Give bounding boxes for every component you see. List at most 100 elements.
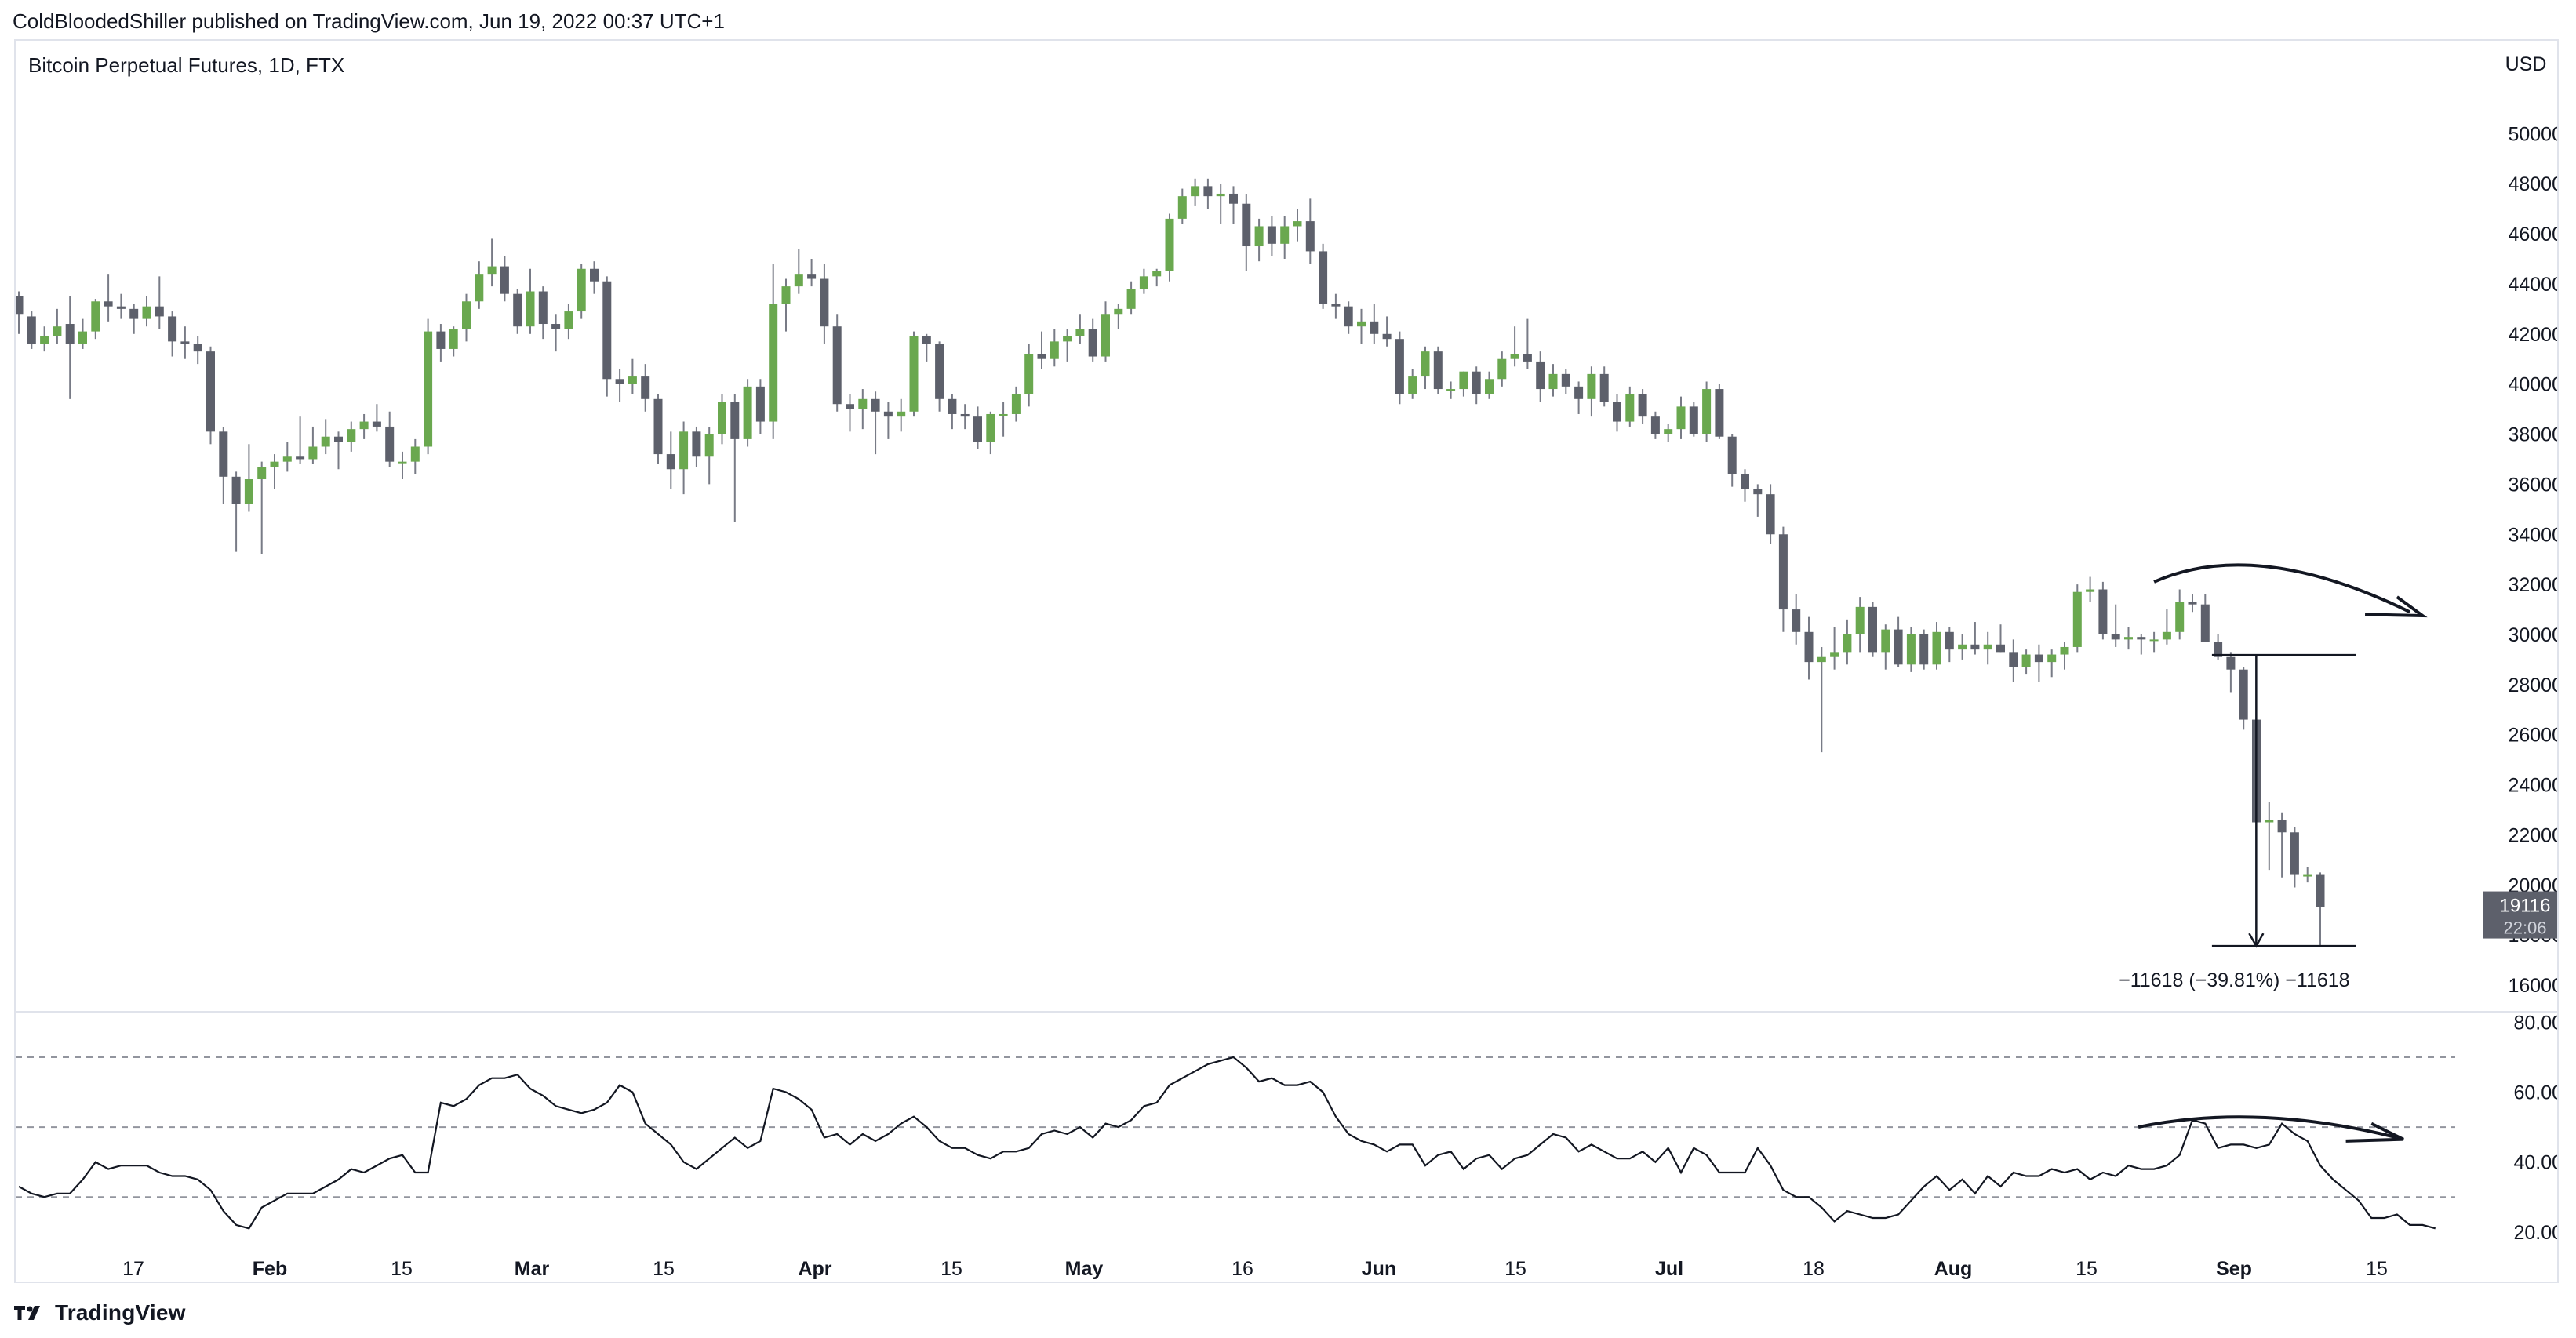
candle-bullish — [1357, 321, 1366, 327]
candle-bullish — [1830, 652, 1839, 657]
candle-bullish — [858, 398, 868, 409]
candle-bullish — [1177, 196, 1187, 219]
oscillator-line — [18, 1056, 2436, 1230]
candle-bearish — [500, 266, 509, 294]
candle-bullish — [1958, 644, 1967, 650]
candle-bullish — [2021, 654, 2031, 667]
candle-bearish — [1433, 351, 1443, 390]
candle-bullish — [718, 402, 726, 434]
candle-bearish — [1229, 193, 1238, 204]
candle-bullish — [1817, 656, 1826, 663]
currency-label: USD — [2505, 53, 2547, 75]
candle-bearish — [104, 301, 113, 307]
candle-bearish — [1715, 389, 1724, 437]
candle-bearish — [755, 386, 765, 422]
candle-bearish — [219, 431, 228, 477]
candle-bullish — [2060, 646, 2069, 655]
price-tick-label: 32000 — [2508, 574, 2557, 596]
time-tick-label: 15 — [653, 1258, 675, 1280]
candle-bearish — [2239, 669, 2248, 720]
price-tick-label: 28000 — [2508, 674, 2557, 696]
oscillator-tick-label: 20.00 — [2513, 1222, 2557, 1244]
candle-bullish — [91, 301, 100, 332]
price-pane: Bitcoin Perpetual Futures, 1D, FTX USD 500… — [14, 53, 2567, 997]
candle-bearish — [551, 324, 561, 329]
time-tick-label: 15 — [1504, 1258, 1526, 1280]
candle-bullish — [1459, 371, 1468, 390]
price-tick-label: 22000 — [2508, 824, 2557, 846]
candle-bullish — [704, 434, 714, 457]
candle-bullish — [487, 266, 497, 275]
candle-bearish — [1203, 186, 1213, 197]
candle-bullish — [1702, 389, 1712, 434]
candle-bearish — [1945, 631, 1954, 650]
candle-bullish — [1114, 308, 1123, 315]
candle-bearish — [1804, 631, 1814, 663]
candle-bearish — [871, 398, 880, 412]
candle-bearish — [1088, 329, 1097, 357]
price-tick-label: 36000 — [2508, 474, 2557, 496]
candle-bearish — [1599, 373, 1609, 402]
candle-bullish — [1625, 394, 1635, 422]
candle-bullish — [986, 413, 995, 442]
candle-bearish — [692, 431, 701, 457]
candle-bullish — [897, 411, 906, 417]
candle-bullish — [1139, 276, 1148, 289]
candle-bearish — [1523, 354, 1532, 362]
publish-info: ColdBloodedShiller published on TradingV… — [13, 9, 725, 33]
chart-frame[interactable]: Bitcoin Perpetual Futures, 1D, FTX USD 500… — [14, 39, 2567, 1283]
candle-bullish — [398, 461, 407, 464]
price-tick-label: 26000 — [2508, 725, 2557, 747]
candle-bullish — [1485, 379, 1494, 394]
candle-bearish — [1919, 634, 1929, 665]
candle-bearish — [602, 281, 612, 380]
time-tick-label: Feb — [253, 1258, 287, 1280]
candle-bearish — [960, 413, 970, 417]
candle-bullish — [526, 291, 535, 327]
price-tick-label: 30000 — [2508, 624, 2557, 646]
candle-bearish — [1766, 494, 1775, 535]
candle-bullish — [1548, 373, 1558, 390]
candle-bullish — [1191, 186, 1200, 197]
time-tick-label: 15 — [2366, 1258, 2388, 1280]
candle-bullish — [2124, 637, 2133, 640]
price-tick-label: 16000 — [2508, 975, 2557, 997]
candle-bullish — [2086, 589, 2095, 592]
candle-bullish — [78, 331, 87, 344]
candle-bearish — [846, 404, 854, 409]
curved-arrow-drawing — [2153, 563, 2410, 614]
candle-bearish — [1382, 333, 1392, 340]
candle-bullish — [475, 274, 484, 302]
time-tick-label: May — [1065, 1258, 1104, 1280]
candle-bearish — [2214, 642, 2223, 657]
measure-label: −11618 (−39.81%) −11618 — [2119, 969, 2349, 991]
time-tick-label: 15 — [2076, 1258, 2098, 1280]
candle-bearish — [231, 476, 241, 504]
candle-bullish — [308, 446, 318, 460]
oscillator-tick-label: 40.00 — [2513, 1152, 2557, 1174]
candle-bullish — [321, 436, 330, 447]
curved-arrow-head — [2365, 595, 2428, 618]
candle-bearish — [1370, 321, 1379, 334]
candle-bearish — [935, 344, 944, 399]
price-tick-label: 34000 — [2508, 524, 2557, 546]
price-tick-label: 24000 — [2508, 775, 2557, 797]
time-tick-label: 16 — [1232, 1258, 1253, 1280]
candle-bearish — [922, 336, 931, 344]
price-tick-label: 46000 — [2508, 224, 2557, 245]
candle-bullish — [1024, 354, 1034, 394]
candle-bearish — [2226, 656, 2236, 670]
candle-bullish — [359, 421, 369, 430]
candle-bullish — [1254, 226, 1264, 247]
candle-bullish — [1881, 629, 1890, 653]
candle-bearish — [168, 316, 177, 342]
candle-bearish — [193, 344, 202, 352]
chart-canvas[interactable]: Bitcoin Perpetual Futures, 1D, FTX USD 500… — [14, 41, 2567, 1282]
time-tick-label: 15 — [941, 1258, 962, 1280]
candle-bullish — [564, 311, 573, 329]
candle-bullish — [2047, 654, 2057, 663]
candle-bearish — [1242, 203, 1251, 247]
time-tick-label: Mar — [515, 1258, 550, 1280]
price-tick-label: 50000 — [2508, 123, 2557, 145]
oscillator-tick-label: 60.00 — [2513, 1082, 2557, 1104]
